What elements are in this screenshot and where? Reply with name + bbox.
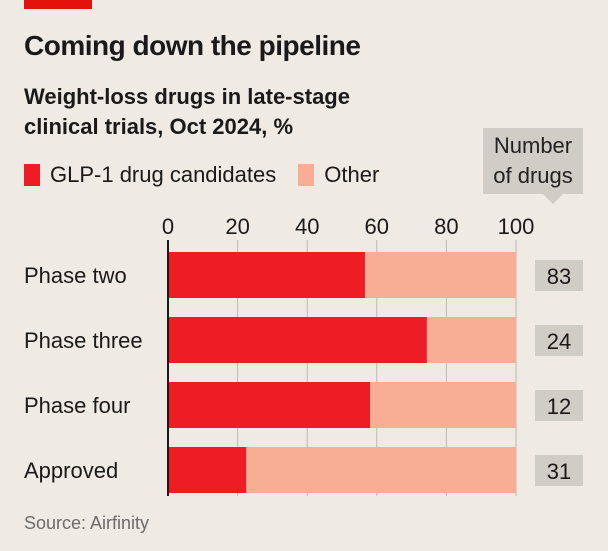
count-label: 24 [547, 329, 571, 354]
accent-bar [24, 0, 92, 9]
legend-item-glp1: GLP-1 drug candidates [24, 162, 276, 188]
x-tick-label: 80 [434, 214, 458, 239]
legend-swatch-other [298, 164, 315, 186]
count-label: 31 [547, 459, 571, 484]
count-header: Number of drugs [483, 128, 583, 204]
bar-other [246, 447, 517, 493]
x-tick-label: 20 [225, 214, 249, 239]
chart-subtitle: Weight-loss drugs in late-stage clinical… [24, 84, 350, 139]
category-label: Phase two [24, 263, 127, 288]
category-label: Phase four [24, 393, 130, 418]
bar-glp1 [168, 447, 247, 493]
x-tick-label: 0 [162, 214, 174, 239]
bar-other [426, 317, 516, 363]
x-tick-label: 60 [365, 214, 389, 239]
bar-glp1 [168, 317, 427, 363]
x-tick-label: 100 [498, 214, 535, 239]
category-label: Approved [24, 458, 118, 483]
legend-label-other: Other [324, 162, 380, 187]
bar-other [370, 382, 516, 428]
x-tick-label: 40 [295, 214, 319, 239]
count-box [535, 455, 583, 486]
legend-label-glp1: GLP-1 drug candidates [50, 162, 277, 187]
source-note: Source: Airfinity [24, 513, 150, 533]
legend-item-other: Other [298, 162, 379, 188]
count-label: 12 [547, 394, 571, 419]
chart-title: Coming down the pipeline [24, 30, 361, 61]
count-box [535, 260, 583, 291]
count-box [535, 390, 583, 421]
legend: GLP-1 drug candidates Other [24, 162, 401, 188]
count-label: 83 [547, 264, 571, 289]
legend-swatch-glp1 [24, 164, 40, 186]
count-box [535, 325, 583, 356]
category-label: Phase three [24, 328, 143, 353]
bar-glp1 [168, 252, 365, 298]
bar-other [364, 252, 516, 298]
bar-glp1 [168, 382, 371, 428]
